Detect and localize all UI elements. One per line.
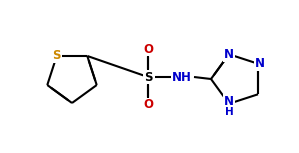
Text: NH: NH [172, 71, 192, 84]
Text: O: O [143, 99, 153, 112]
Text: H: H [225, 107, 233, 117]
Text: N: N [255, 57, 265, 70]
Text: S: S [52, 49, 61, 62]
Text: S: S [144, 71, 152, 84]
Text: O: O [143, 43, 153, 56]
Text: N: N [224, 95, 234, 108]
Text: N: N [224, 48, 234, 61]
